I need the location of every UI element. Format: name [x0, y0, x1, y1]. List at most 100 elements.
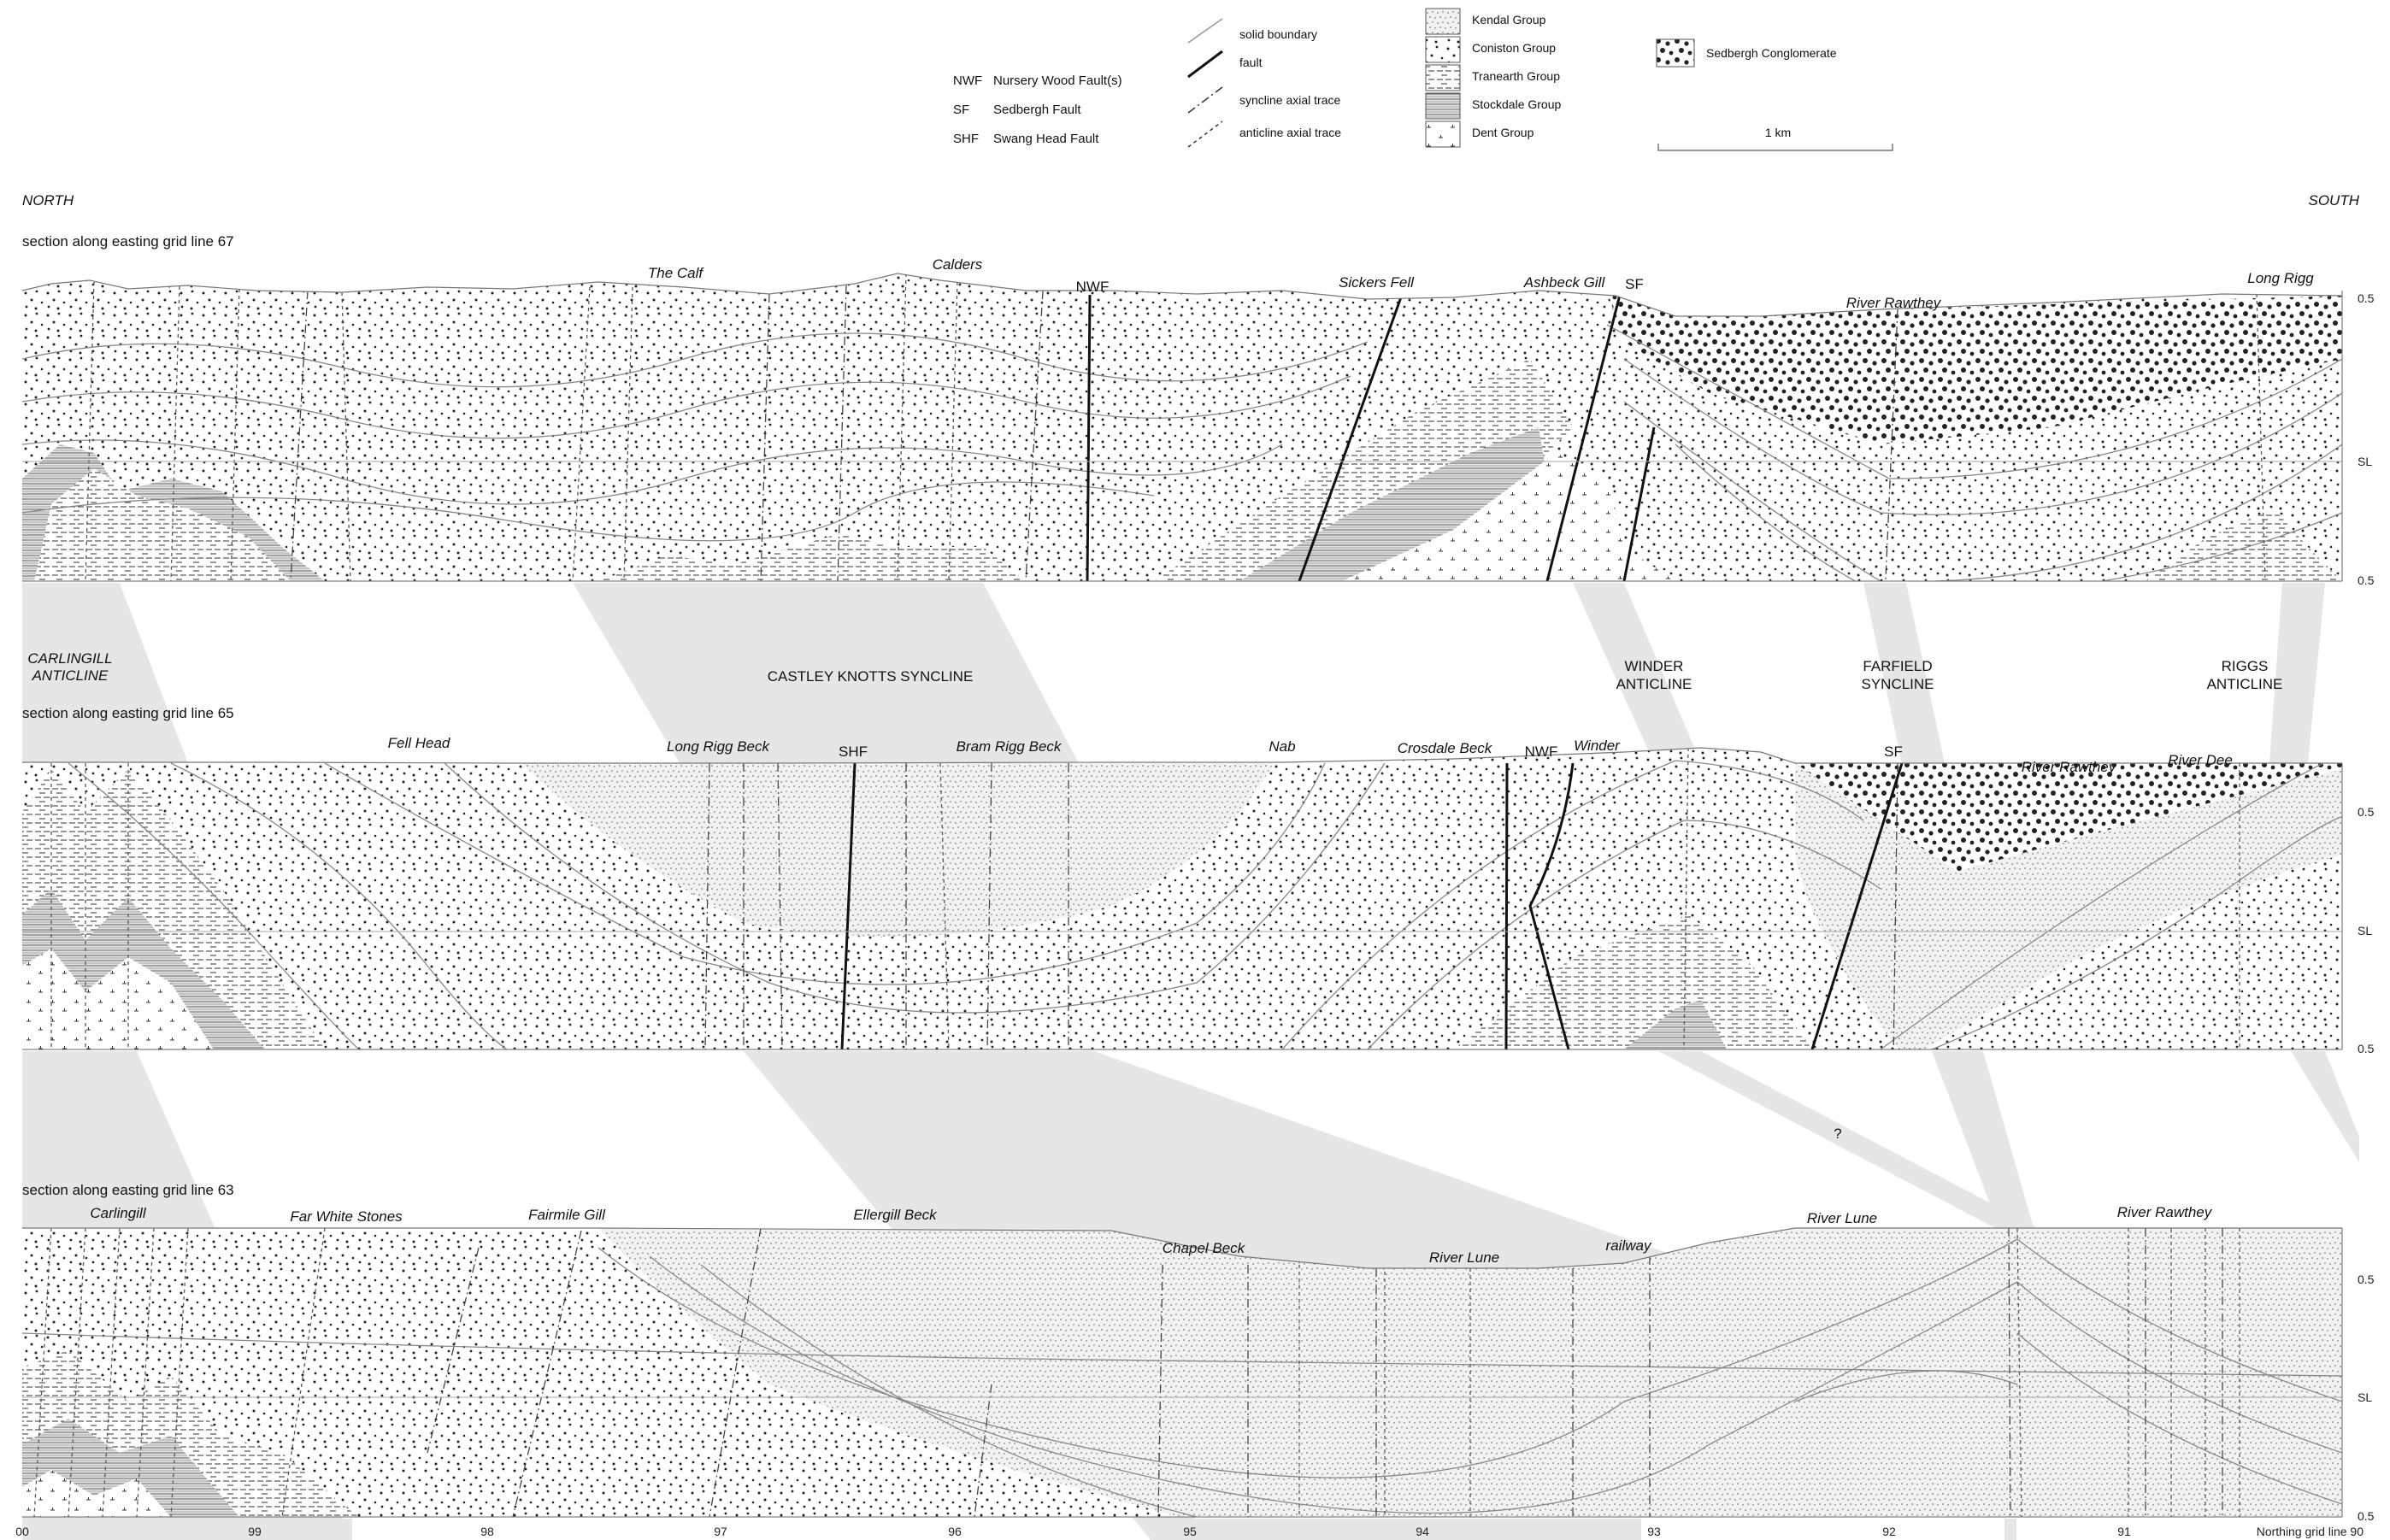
swatch-dent — [1425, 120, 1461, 148]
farfield-syncline-line2: SYNCLINE — [1861, 676, 1934, 692]
place-winder: Winder — [1574, 738, 1621, 754]
section-65-ground-surface — [22, 747, 2342, 764]
band-carlingill-1 — [22, 583, 188, 763]
place-long-rigg: Long Rigg — [2247, 270, 2314, 286]
key-coniston: Coniston Group — [1472, 41, 1556, 55]
northing-tick-93: 93 — [1647, 1525, 1661, 1538]
place-nab: Nab — [1269, 738, 1295, 755]
section-63-axis-bottom: 0.5 — [2358, 1509, 2375, 1523]
key-tranearth: Tranearth Group — [1472, 69, 1560, 83]
farfield-syncline-line1: FARFIELD — [1863, 658, 1932, 674]
syncline-trace-symbol — [1187, 86, 1223, 114]
northing-tick-98: 98 — [480, 1525, 494, 1538]
place-fairmile-gill: Fairmile Gill — [528, 1207, 606, 1223]
section-67: section along easting grid line 67 — [21, 233, 2375, 587]
abbr-name-shf: Swang Head Fault — [993, 132, 1099, 146]
place-shf-65: SHF — [839, 744, 868, 760]
section-67-boundaries — [22, 324, 2342, 581]
section-65-title: section along easting grid line 65 — [22, 705, 234, 721]
section-65-faults — [840, 762, 1904, 1049]
section-67-place-labels: The Calf Calders NWF Sickers Fell Ashbec… — [648, 256, 2314, 311]
place-railway: railway — [1606, 1237, 1652, 1254]
riggs-anticline-line2: ANTICLINE — [2207, 676, 2283, 692]
band-carlingill-base — [22, 1519, 352, 1540]
section-63-dent-north — [22, 1470, 171, 1517]
key-anticline-trace: anticline axial trace — [1239, 126, 1341, 139]
northing-end-label: Northing grid line 90 — [2257, 1525, 2364, 1538]
section-67-syncline-traces — [290, 285, 1898, 581]
band-riggs-2 — [2291, 1051, 2359, 1162]
swatch-kendal — [1425, 8, 1461, 35]
place-ellergill-beck: Ellergill Beck — [853, 1207, 938, 1223]
section-65-axis-bottom: 0.5 — [2358, 1042, 2375, 1055]
section-67-dent-fault-block — [1342, 453, 1675, 581]
swatch-stockdale — [1425, 92, 1461, 120]
section-63-title: section along easting grid line 63 — [22, 1182, 234, 1198]
place-chapel-beck: Chapel Beck — [1163, 1240, 1246, 1256]
carlingill-anticline-label: CARLINGILL ANTICLINE — [27, 650, 112, 684]
swatch-sedbergh-conglomerate — [1656, 38, 1695, 68]
farfield-syncline-label: FARFIELD SYNCLINE — [1861, 658, 1934, 692]
band-castley-knotts-base — [1150, 1519, 1641, 1540]
structure-labels: CARLINGILL ANTICLINE CASTLEY KNOTTS SYNCL… — [27, 650, 2282, 1142]
section-63-axial-traces — [33, 1228, 2240, 1517]
section-65-sedbergh-conglomerate — [1795, 763, 2342, 872]
section-67-faults — [1086, 294, 1656, 581]
place-river-dee: River Dee — [2168, 752, 2233, 768]
place-the-calf: The Calf — [648, 265, 705, 281]
northing-axis: 00 99 98 97 96 95 94 93 92 91 Northing g… — [15, 1525, 2364, 1538]
northing-tick-91: 91 — [2117, 1525, 2131, 1538]
abbr-name-sf: Sedbergh Fault — [993, 103, 1081, 117]
section-67-tranearth-south — [2146, 508, 2342, 581]
northing-tick-99: 99 — [248, 1525, 262, 1538]
section-67-tranearth-north — [34, 468, 291, 581]
northing-tick-97: 97 — [714, 1525, 727, 1538]
fault-shf-65 — [840, 762, 857, 1049]
section-65-syncline-traces — [704, 762, 1898, 1049]
fault-sf-splay-67 — [1622, 426, 1656, 581]
section-67-sedbergh-conglomerate — [1607, 291, 2342, 444]
place-long-rigg-beck: Long Rigg Beck — [667, 738, 771, 755]
band-winder-2 — [1658, 1051, 2043, 1231]
question-mark: ? — [1834, 1126, 1841, 1142]
section-67-axis-bottom: 0.5 — [2358, 573, 2375, 587]
section-67-stockdale-fault-block — [1239, 427, 1547, 581]
place-sickers-fell: Sickers Fell — [1339, 274, 1415, 291]
section-63-axis-top: 0.5 — [2358, 1273, 2375, 1286]
section-63-axis-sl: SL — [2358, 1390, 2372, 1404]
northing-tick-95: 95 — [1183, 1525, 1197, 1538]
section-63-ground-surface — [22, 1227, 2342, 1269]
band-winder-1 — [1573, 583, 1701, 763]
key-dent: Dent Group — [1472, 126, 1534, 139]
key-solid-boundary: solid boundary — [1239, 27, 1317, 41]
section-63-syncline-traces — [427, 1228, 2223, 1517]
band-farfield-2 — [1932, 1051, 2034, 1231]
band-farfield-base — [2004, 1519, 2016, 1540]
carlingill-anticline-line2: ANTICLINE — [32, 667, 109, 684]
place-river-rawthey-65: River Rawthey — [2022, 759, 2117, 775]
place-river-lune-2: River Lune — [1807, 1210, 1877, 1226]
section-67-axis-sl: SL — [2358, 455, 2372, 468]
key-fault: fault — [1239, 56, 1263, 69]
fault-nwf-65b — [1528, 762, 1575, 1049]
carlingill-anticline-line1: CARLINGILL — [27, 650, 112, 667]
place-calders: Calders — [933, 256, 983, 273]
section-63: section along easting grid line 63 — [15, 1182, 2374, 1538]
key-stockdale: Stockdale Group — [1472, 97, 1561, 111]
scale-bar: 1 km — [1657, 126, 1893, 151]
section-65-axis-top: 0.5 — [2358, 805, 2375, 819]
section-67-axis-top: 0.5 — [2358, 291, 2375, 305]
section-65-dent-north — [22, 949, 214, 1049]
scale-line — [1657, 144, 1893, 151]
northing-tick-00: 00 — [15, 1525, 29, 1538]
place-river-rawthey-63: River Rawthey — [2117, 1204, 2213, 1220]
swatch-coniston — [1425, 36, 1461, 63]
place-nwf-67: NWF — [1076, 279, 1110, 295]
riggs-anticline-line1: RIGGS — [2222, 658, 2269, 674]
winder-anticline-line2: ANTICLINE — [1616, 676, 1692, 692]
place-far-white-stones: Far White Stones — [290, 1208, 403, 1225]
fault-sickers-fell-67 — [1298, 294, 1404, 581]
section-63-place-labels: Carlingill Far White Stones Fairmile Gil… — [90, 1204, 2212, 1266]
band-riggs-1 — [2269, 583, 2325, 763]
section-65-place-labels: Fell Head Long Rigg Beck SHF Bram Rigg B… — [388, 735, 2233, 775]
